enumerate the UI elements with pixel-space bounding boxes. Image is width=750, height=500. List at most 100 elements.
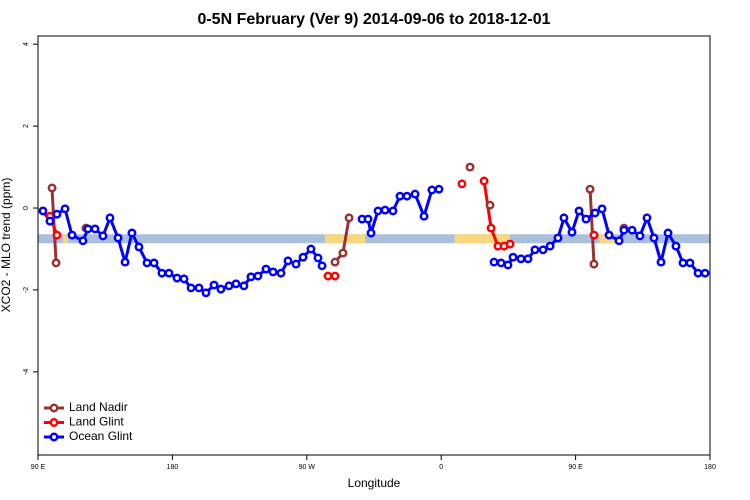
x-tick-label: 180: [704, 464, 716, 471]
data-point: [78, 236, 88, 246]
data-point: [253, 271, 263, 281]
data-point: [246, 272, 256, 282]
data-point: [291, 259, 301, 269]
data-point: [90, 224, 100, 234]
data-point: [410, 189, 420, 199]
data-point: [363, 214, 373, 224]
data-point: [649, 233, 659, 243]
y-tick-label: -2: [23, 287, 30, 293]
data-point: [479, 176, 489, 186]
data-point: [627, 225, 637, 235]
x-axis-label: Longitude: [348, 476, 401, 490]
data-point: [508, 252, 518, 262]
data-point: [380, 205, 390, 215]
data-point: [313, 253, 323, 263]
data-point: [164, 268, 174, 278]
data-point: [685, 258, 695, 268]
data-point: [224, 281, 234, 291]
data-point: [330, 271, 340, 281]
legend-label: Ocean Glint: [69, 429, 133, 443]
data-point: [589, 259, 599, 269]
data-point: [553, 233, 563, 243]
data-point: [216, 284, 226, 294]
data-point: [395, 191, 405, 201]
data-point: [671, 241, 681, 251]
data-point: [268, 267, 278, 277]
data-point: [239, 281, 249, 291]
data-point: [523, 254, 533, 264]
data-point: [419, 211, 429, 221]
y-tick-label: 4: [23, 42, 30, 46]
data-point: [83, 224, 93, 234]
chart-title: 0-5N February (Ver 9) 2014-09-06 to 2018…: [197, 11, 550, 28]
data-point: [105, 213, 115, 223]
data-point: [344, 213, 354, 223]
data-point: [47, 183, 57, 193]
data-point: [120, 257, 130, 267]
data-point: [590, 208, 600, 218]
data-point: [465, 162, 475, 172]
data-point: [663, 228, 673, 238]
data-point: [317, 261, 327, 271]
land-band: [454, 234, 510, 244]
data-point: [186, 283, 196, 293]
data-point: [276, 268, 286, 278]
data-point: [149, 258, 159, 268]
x-tick-label: 180: [167, 464, 179, 471]
data-point: [261, 264, 271, 274]
data-point: [597, 204, 607, 214]
data-point: [427, 185, 437, 195]
legend-marker: [49, 432, 59, 442]
data-point: [642, 213, 652, 223]
data-point: [142, 258, 152, 268]
data-point: [693, 268, 703, 278]
data-point: [60, 204, 70, 214]
data-point: [538, 245, 548, 255]
data-point: [604, 230, 614, 240]
data-point: [323, 271, 333, 281]
data-point: [585, 184, 595, 194]
data-point: [505, 239, 515, 249]
data-point: [373, 206, 383, 216]
data-point: [678, 258, 688, 268]
data-point: [201, 288, 211, 298]
data-point: [700, 268, 710, 278]
data-point: [619, 225, 629, 235]
data-point: [489, 257, 499, 267]
data-point: [157, 268, 167, 278]
data-point: [52, 209, 62, 219]
data-point: [134, 242, 144, 252]
data-point: [656, 257, 666, 267]
data-point: [283, 256, 293, 266]
data-point: [496, 258, 506, 268]
data-point: [194, 283, 204, 293]
data-point: [298, 252, 308, 262]
data-point: [67, 230, 77, 240]
data-point: [338, 248, 348, 258]
legend-label: Land Nadir: [69, 400, 128, 414]
data-point: [485, 200, 495, 210]
x-tick-label: 90 E: [568, 464, 583, 471]
data-point: [503, 260, 513, 270]
data-point: [516, 254, 526, 264]
plot-frame: [37, 35, 711, 456]
data-point: [388, 206, 398, 216]
data-point: [545, 241, 555, 251]
data-point: [559, 213, 569, 223]
legend-marker: [49, 418, 59, 427]
data-point: [402, 191, 412, 201]
data-point: [614, 236, 624, 246]
data-point: [209, 280, 219, 290]
data-point: [98, 231, 108, 241]
data-point: [635, 231, 645, 241]
data-point: [581, 214, 591, 224]
data-point: [457, 179, 467, 189]
data-point: [567, 227, 577, 237]
data-point: [45, 216, 55, 226]
x-tick-label: 90 E: [31, 464, 46, 471]
data-point: [486, 223, 496, 233]
x-tick-label: 0: [439, 464, 443, 471]
data-point: [589, 230, 599, 240]
